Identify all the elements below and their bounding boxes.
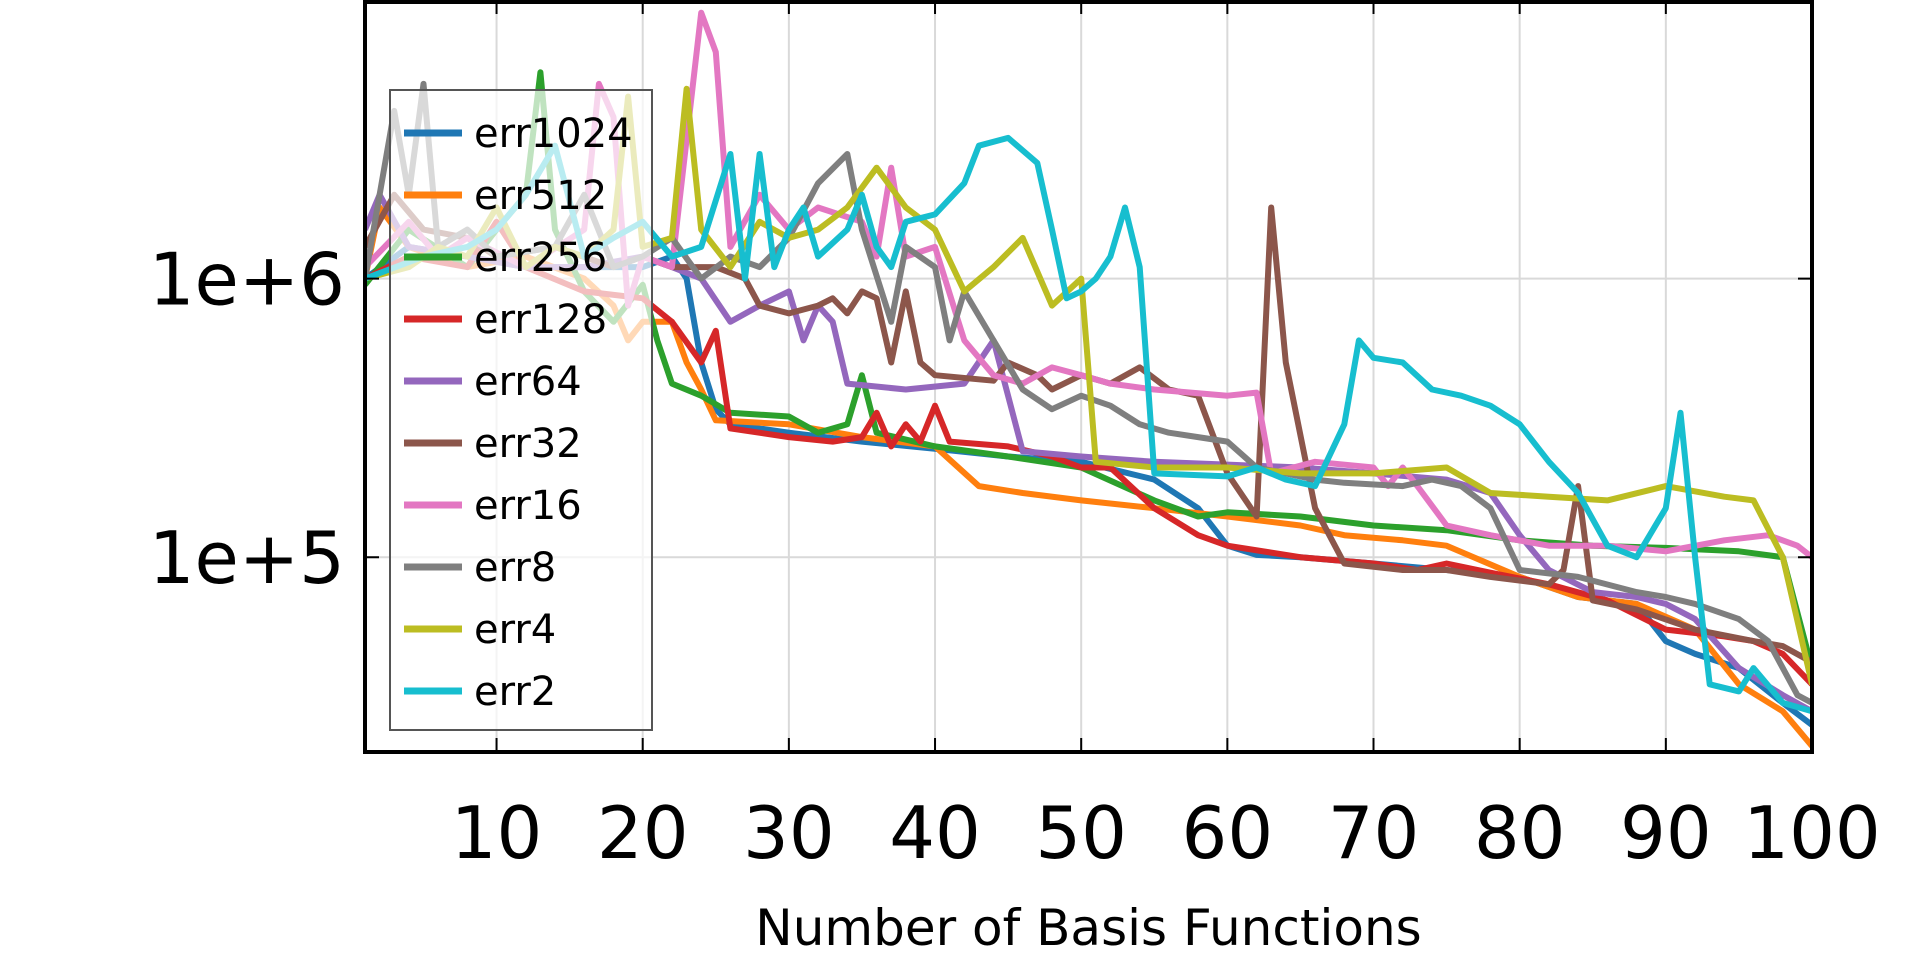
x-tick-label: 100 xyxy=(1743,791,1880,875)
x-tick-labels: 10 20 30 40 50 60 70 80 90 100 xyxy=(451,791,1881,875)
y-tick-label: 1e+6 xyxy=(149,238,345,322)
tick-marks xyxy=(365,0,1813,752)
legend-label: err2 xyxy=(474,669,556,715)
x-tick-label: 30 xyxy=(743,791,835,875)
y-tick-label: 1e+5 xyxy=(149,516,345,600)
legend-label: err1024 xyxy=(474,111,633,157)
legend-label: err512 xyxy=(474,173,607,219)
legend-label: err8 xyxy=(474,545,556,591)
legend: err1024 err512 err256 err128 err64 err32 err16… xyxy=(389,89,653,731)
x-axis-label: Number of Basis Functions xyxy=(755,899,1421,957)
series-line-err2 xyxy=(365,134,1812,715)
x-tick-label: 80 xyxy=(1474,791,1566,875)
plot-frame xyxy=(363,0,1814,754)
x-tick-label: 40 xyxy=(889,791,981,875)
legend-label: err4 xyxy=(474,607,556,653)
x-tick-label: 70 xyxy=(1328,791,1420,875)
x-tick-label: 20 xyxy=(597,791,689,875)
legend-label: err32 xyxy=(474,421,582,467)
x-tick-label: 50 xyxy=(1035,791,1127,875)
x-tick-label: 10 xyxy=(451,791,543,875)
x-tick-label: 60 xyxy=(1182,791,1274,875)
x-tick-label: 90 xyxy=(1620,791,1712,875)
legend-label: err128 xyxy=(474,297,607,343)
y-tick-labels: 1e+5 1e+6 xyxy=(149,238,345,601)
legend-label: err16 xyxy=(474,483,582,529)
legend-label: err256 xyxy=(474,235,607,281)
legend-label: err64 xyxy=(474,359,582,405)
